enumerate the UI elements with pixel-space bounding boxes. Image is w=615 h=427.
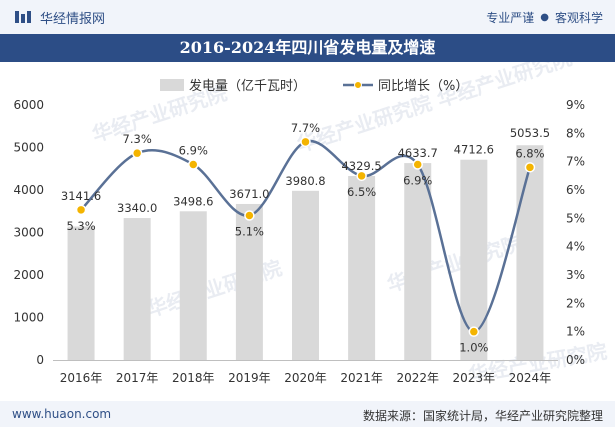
bar-value-label: 3141.6 bbox=[61, 189, 101, 203]
y-right-tick: 5% bbox=[566, 211, 585, 225]
y-left-tick: 3000 bbox=[13, 226, 44, 240]
y-right-tick: 2% bbox=[566, 296, 585, 310]
watermark-4: 华经产业研究院 bbox=[144, 256, 285, 322]
growth-value-label: 7.7% bbox=[291, 121, 320, 135]
y-left-tick: 2000 bbox=[13, 268, 44, 282]
y-right-tick: 7% bbox=[566, 155, 585, 169]
growth-point-3 bbox=[188, 159, 199, 170]
growth-value-label: 5.3% bbox=[66, 219, 95, 233]
bar-value-label: 4633.7 bbox=[398, 146, 438, 160]
growth-point-1 bbox=[75, 204, 87, 216]
bar-value-label: 5053.5 bbox=[510, 126, 550, 140]
y-left-tick: 4000 bbox=[13, 183, 44, 197]
growth-value-label: 6.8% bbox=[515, 146, 544, 160]
growth-point-4 bbox=[244, 210, 255, 221]
growth-value-label: 7.3% bbox=[123, 132, 152, 146]
growth-point-8 bbox=[468, 326, 480, 337]
footer-source: 数据来源：国家统计局，华经产业研究院整理 bbox=[362, 409, 603, 423]
x-tick-label: 2017年 bbox=[116, 371, 159, 385]
growth-point-5 bbox=[300, 136, 311, 148]
bar-value-label: 4712.6 bbox=[454, 143, 494, 157]
bar-value-label: 4329.5 bbox=[341, 159, 381, 173]
y-right-tick: 3% bbox=[566, 268, 585, 282]
bar-value-label: 3498.6 bbox=[173, 194, 213, 208]
footer: www.huaon.com 数据来源：国家统计局，华经产业研究院整理 bbox=[0, 401, 615, 427]
x-tick-label: 2019年 bbox=[228, 371, 271, 385]
legend-line-marker bbox=[354, 81, 362, 89]
brand-name: 华经情报网 bbox=[40, 11, 106, 27]
bar-value-label: 3340.0 bbox=[117, 201, 157, 215]
bar-value-label: 3980.8 bbox=[285, 174, 325, 188]
bar-7 bbox=[404, 163, 432, 360]
x-tick-label: 2022年 bbox=[396, 371, 439, 385]
y-right-tick: 0% bbox=[566, 353, 585, 367]
x-tick-label: 2023年 bbox=[453, 371, 496, 385]
y-right-tick: 4% bbox=[566, 240, 585, 254]
growth-value-label: 6.9% bbox=[179, 144, 208, 158]
legend-line-label: 同比增长（%） bbox=[378, 79, 468, 94]
growth-point-9 bbox=[524, 162, 536, 173]
bar-5 bbox=[292, 190, 319, 360]
y-right-tick: 8% bbox=[566, 126, 585, 140]
bar-4 bbox=[235, 203, 263, 360]
y-left-tick: 1000 bbox=[13, 311, 44, 325]
y-left-tick: 0 bbox=[36, 353, 44, 367]
y-left-tick: 6000 bbox=[13, 98, 44, 112]
growth-value-label: 1.0% bbox=[459, 341, 488, 355]
top-bar: 华经情报网 专业严谨 ● 客观科学 bbox=[0, 0, 615, 34]
bar-2 bbox=[123, 218, 151, 360]
brand[interactable]: 华经情报网 bbox=[14, 8, 106, 27]
x-tick-label: 2018年 bbox=[172, 371, 215, 385]
growth-value-label: 6.9% bbox=[403, 174, 432, 188]
y-right-tick: 1% bbox=[566, 325, 585, 339]
growth-point-6 bbox=[356, 170, 367, 182]
bar-1 bbox=[67, 226, 95, 360]
y-right-tick: 6% bbox=[566, 183, 585, 197]
y-left-tick: 5000 bbox=[13, 141, 44, 155]
bar-3 bbox=[179, 211, 207, 360]
slogan-separator: ● bbox=[540, 12, 549, 23]
y-right-tick: 9% bbox=[566, 98, 585, 112]
growth-value-label: 5.1% bbox=[235, 225, 264, 239]
growth-value-label: 6.5% bbox=[347, 185, 376, 199]
footer-url[interactable]: www.huaon.com bbox=[12, 407, 112, 421]
chart-title: 2016-2024年四川省发电量及增速 bbox=[0, 34, 615, 62]
x-tick-label: 2016年 bbox=[60, 371, 103, 385]
bar-9 bbox=[516, 145, 544, 360]
growth-point-2 bbox=[131, 147, 143, 159]
legend-bar-label: 发电量（亿千瓦时） bbox=[189, 78, 306, 94]
slogan-tag-2: 客观科学 bbox=[554, 11, 603, 25]
slogan-tag-1: 专业严谨 bbox=[486, 11, 535, 25]
x-tick-label: 2021年 bbox=[340, 371, 383, 385]
x-tick-label: 2024年 bbox=[509, 371, 552, 385]
x-tick-label: 2020年 bbox=[284, 371, 327, 385]
bar-value-label: 3671.0 bbox=[229, 187, 269, 201]
legend-bar-swatch bbox=[160, 79, 184, 91]
bar-6 bbox=[348, 175, 376, 360]
growth-point-7 bbox=[412, 159, 423, 170]
slogan-tags: 专业严谨 ● 客观科学 bbox=[486, 9, 603, 26]
brand-logo-icon bbox=[15, 11, 31, 23]
